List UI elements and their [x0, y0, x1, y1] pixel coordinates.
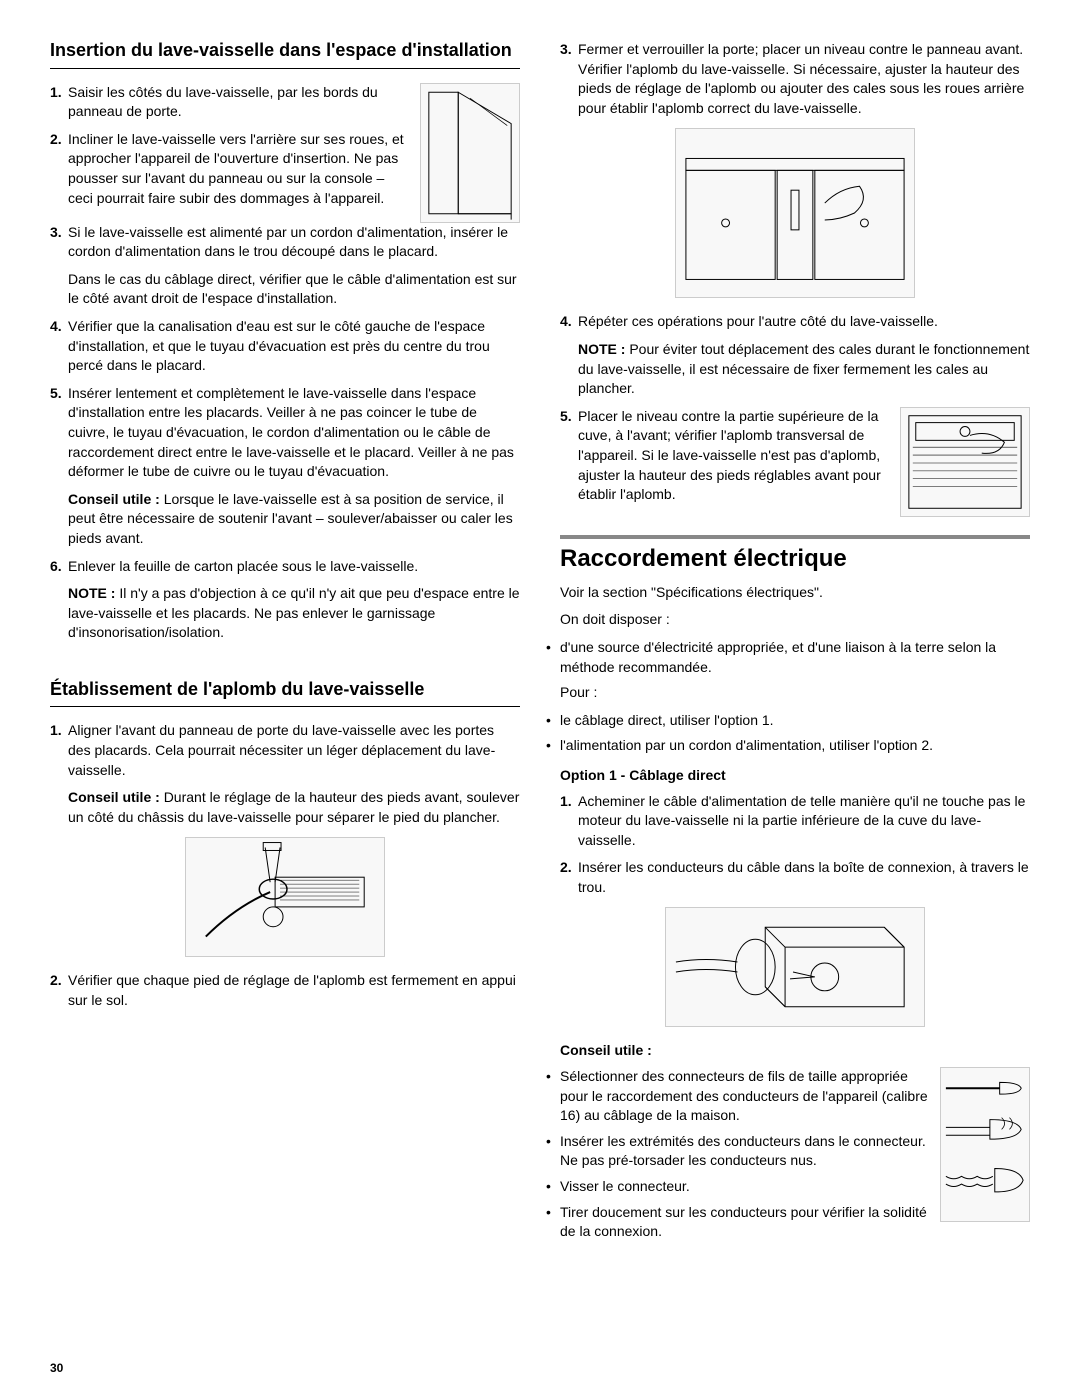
- section1-list: 1.Saisir les côtés du lave-vaisselle, pa…: [50, 83, 520, 209]
- pour-label: Pour :: [560, 683, 1030, 703]
- left-column: Insertion du lave-vaisselle dans l'espac…: [50, 40, 520, 1248]
- list-item: Sélectionner des connecteurs de fils de …: [560, 1067, 935, 1126]
- right-column: 3.Fermer et verrouiller la porte; placer…: [560, 40, 1030, 1248]
- list-item: Insérer les extrémités des conducteurs d…: [560, 1132, 935, 1171]
- list-item: Tirer doucement sur les conducteurs pour…: [560, 1203, 1030, 1242]
- list-item: 3.Fermer et verrouiller la porte; placer…: [578, 40, 1030, 118]
- cont-list: 3.Fermer et verrouiller la porte; placer…: [560, 40, 1030, 118]
- illustration-junction-box: [665, 907, 925, 1027]
- list-item: 3.Si le lave-vaisselle est alimenté par …: [68, 223, 520, 309]
- conseil-utile-label: Conseil utile :: [560, 1041, 1030, 1061]
- section-title-aplomb: Établissement de l'aplomb du lave-vaisse…: [50, 679, 520, 708]
- list-item: Visser le connecteur.: [560, 1177, 935, 1197]
- list-item: d'une source d'électricité appropriée, e…: [560, 638, 1030, 677]
- cont-note: NOTE : Pour éviter tout déplacement des …: [560, 340, 1030, 399]
- list-item: 2.Vérifier que chaque pied de réglage de…: [68, 971, 520, 1010]
- option1-list: 1.Acheminer le câble d'alimentation de t…: [560, 792, 1030, 898]
- section2-list2: 2.Vérifier que chaque pied de réglage de…: [50, 971, 520, 1010]
- illustration-wire-connectors: [940, 1067, 1030, 1222]
- list-item: 2.Incliner le lave-vaisselle vers l'arri…: [68, 130, 520, 208]
- list-item: le câblage direct, utiliser l'option 1.: [560, 711, 1030, 731]
- bullets-pour: le câblage direct, utiliser l'option 1. …: [560, 711, 1030, 756]
- cont-list-2: 4.Répéter ces opérations pour l'autre cô…: [560, 312, 1030, 332]
- illustration-wrench-foot: [185, 837, 385, 957]
- cont-list-3: 5.Placer le niveau contre la partie supé…: [560, 407, 1030, 505]
- section2-list: 1.Aligner l'avant du panneau de porte du…: [50, 721, 520, 780]
- section1-note: NOTE : Il n'y a pas d'objection à ce qu'…: [50, 584, 520, 643]
- intro-text: Voir la section "Spécifications électriq…: [560, 583, 1030, 603]
- bullets-disposer: d'une source d'électricité appropriée, e…: [560, 638, 1030, 677]
- section2-tip: Conseil utile : Durant le réglage de la …: [50, 788, 520, 827]
- section1-list-cont: 3.Si le lave-vaisselle est alimenté par …: [50, 223, 520, 577]
- intro-text: On doit disposer :: [560, 610, 1030, 630]
- section-title-raccordement: Raccordement électrique: [560, 535, 1030, 573]
- list-item: l'alimentation par un cordon d'alimentat…: [560, 736, 1030, 756]
- page-number: 30: [50, 1361, 63, 1375]
- list-item: 4.Répéter ces opérations pour l'autre cô…: [578, 312, 1030, 332]
- list-item: 1.Acheminer le câble d'alimentation de t…: [578, 792, 1030, 851]
- list-item: 5.Insérer lentement et complètement le l…: [68, 384, 520, 549]
- section-title-insertion: Insertion du lave-vaisselle dans l'espac…: [50, 40, 520, 69]
- list-item: 1.Aligner l'avant du panneau de porte du…: [68, 721, 520, 780]
- option1-title: Option 1 - Câblage direct: [560, 766, 1030, 786]
- list-item: 6.Enlever la feuille de carton placée so…: [68, 557, 520, 577]
- list-item: 4.Vérifier que la canalisation d'eau est…: [68, 317, 520, 376]
- list-item: 1.Saisir les côtés du lave-vaisselle, pa…: [68, 83, 520, 122]
- list-item: 2.Insérer les conducteurs du câble dans …: [578, 858, 1030, 897]
- illustration-cabinet-level: [675, 128, 915, 298]
- list-item: 5.Placer le niveau contre la partie supé…: [578, 407, 1030, 505]
